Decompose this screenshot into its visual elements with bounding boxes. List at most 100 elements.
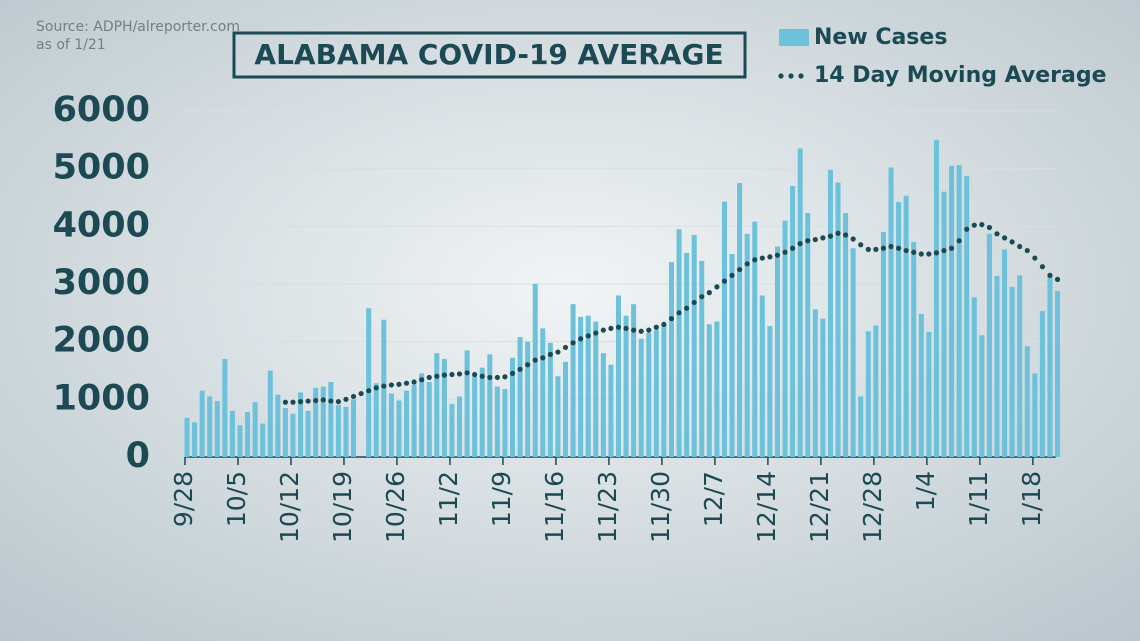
- average-dot: [623, 325, 629, 332]
- average-dot: [668, 316, 675, 322]
- average-dot: [426, 374, 432, 381]
- average-dot: [487, 374, 493, 381]
- average-dot: [396, 381, 402, 387]
- average-dot: [366, 388, 372, 394]
- bar: [207, 396, 213, 457]
- bar: [494, 386, 500, 457]
- bar: [691, 234, 697, 457]
- y-tick-label: 1000: [53, 378, 150, 418]
- bar: [525, 341, 531, 457]
- bar: [790, 185, 796, 457]
- average-dot: [449, 371, 455, 378]
- bar: [827, 169, 833, 457]
- bar: [1055, 290, 1061, 457]
- bar: [744, 233, 750, 457]
- bar: [229, 410, 235, 457]
- bar: [267, 370, 273, 457]
- average-dot: [441, 372, 447, 378]
- bar: [918, 313, 924, 457]
- average-dot: [782, 249, 788, 255]
- average-dot: [335, 399, 341, 405]
- x-tick-label: 9/28: [169, 471, 198, 527]
- bar: [774, 246, 780, 457]
- bar: [615, 295, 621, 457]
- legend-dot: [778, 73, 784, 79]
- bar: [805, 213, 811, 457]
- bar: [631, 304, 637, 457]
- bar: [653, 330, 659, 457]
- average-dot: [547, 351, 553, 357]
- chart-title: ALABAMA COVID-19 AVERAGE: [254, 38, 723, 71]
- average-dot: [419, 377, 425, 383]
- bar: [797, 148, 803, 457]
- bar: [1032, 373, 1038, 457]
- average-dot: [850, 236, 856, 242]
- bar: [419, 373, 425, 457]
- average-dot: [865, 246, 871, 252]
- average-dot: [842, 232, 849, 238]
- average-dot: [305, 398, 311, 404]
- average-dot: [827, 233, 834, 239]
- average-dot: [1047, 272, 1053, 278]
- average-dot: [1039, 264, 1046, 270]
- bar: [351, 399, 357, 457]
- average-dot: [979, 222, 985, 228]
- average-dot: [691, 299, 697, 306]
- average-dot: [797, 241, 803, 247]
- average-dot: [1024, 247, 1030, 254]
- average-dot: [971, 222, 977, 228]
- bar: [979, 335, 985, 457]
- bar: [986, 233, 992, 457]
- y-tick-label: 2000: [53, 321, 150, 361]
- bar: [298, 392, 304, 457]
- average-dot: [381, 383, 387, 389]
- bar: [411, 384, 417, 457]
- bar: [994, 275, 1000, 457]
- average-dot: [941, 247, 947, 254]
- bar: [547, 342, 553, 457]
- bar: [426, 382, 432, 457]
- legend-dot: [788, 73, 794, 79]
- bar: [820, 318, 826, 457]
- average-dot: [350, 393, 357, 400]
- average-dot: [767, 254, 773, 260]
- x-tick-label: 11/16: [540, 471, 569, 543]
- bar: [873, 325, 879, 457]
- bar: [404, 390, 410, 457]
- bar: [502, 388, 508, 457]
- average-dot: [911, 249, 917, 255]
- bar: [593, 321, 599, 457]
- bar: [578, 316, 584, 457]
- average-dot: [373, 385, 379, 391]
- average-dot: [706, 290, 712, 296]
- average-dot: [661, 321, 667, 327]
- bar: [903, 195, 909, 457]
- average-dot: [297, 399, 304, 405]
- bar: [684, 252, 690, 457]
- average-dot: [858, 242, 864, 248]
- average-dot: [926, 251, 932, 257]
- bar: [767, 326, 773, 457]
- average-dot: [1032, 255, 1038, 261]
- average-dot: [525, 362, 531, 368]
- average-dot: [615, 324, 622, 330]
- average-dot: [714, 284, 720, 290]
- average-dot: [835, 230, 841, 236]
- average-dot: [578, 336, 584, 342]
- average-dot: [479, 373, 485, 379]
- bar: [956, 165, 962, 457]
- source: Source: ADPH/alreporter.com: [36, 19, 240, 35]
- bar: [888, 167, 894, 457]
- x-tick-label: 12/21: [805, 471, 834, 543]
- bar: [623, 315, 629, 457]
- average-dot: [456, 371, 463, 377]
- average-dot: [562, 344, 569, 351]
- bar: [328, 382, 334, 457]
- bar: [260, 423, 266, 457]
- bar: [911, 241, 917, 457]
- average-dot: [684, 305, 690, 311]
- average-dot: [752, 257, 758, 263]
- average-dot: [388, 382, 394, 388]
- average-dot: [880, 245, 887, 251]
